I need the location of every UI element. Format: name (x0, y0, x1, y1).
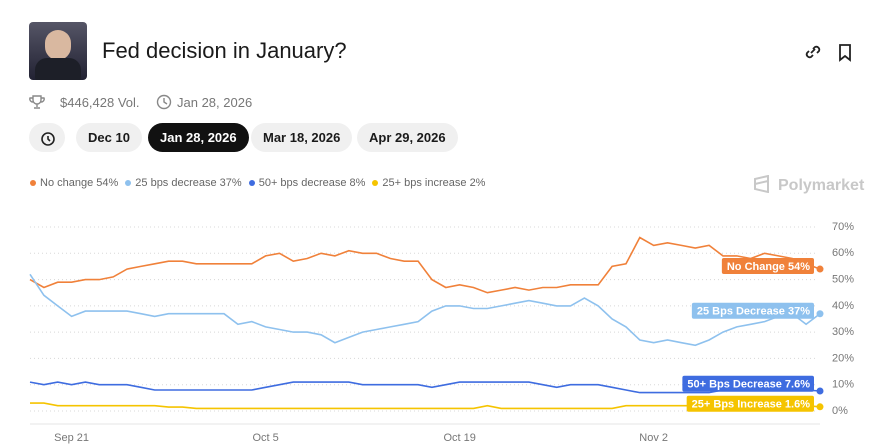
end-label-text: No Change 54% (727, 261, 810, 273)
series-line (29, 236, 821, 294)
y-tick-label: 0% (832, 405, 848, 417)
end-label-box (721, 258, 814, 275)
end-label-text: 50+ Bps Decrease 7.6% (687, 379, 810, 391)
end-dot (816, 387, 824, 395)
end-label: 50+ Bps Decrease 7.6% (682, 375, 814, 392)
date-tab[interactable]: Apr 29, 2026 (357, 123, 458, 152)
y-tick-label: 50% (832, 273, 854, 285)
end-label-text: 25 Bps Decrease 37% (697, 306, 810, 318)
end-label: 25 Bps Decrease 37% (691, 302, 814, 319)
end-label: No Change 54% (721, 258, 814, 275)
x-tick-label: Nov 2 (639, 432, 668, 444)
legend-entry: 50+ bps decrease 8% (249, 177, 366, 189)
y-tick-label: 10% (832, 379, 854, 391)
legend-entry: 25 bps decrease 37% (125, 177, 241, 189)
brand: Polymarket (752, 174, 865, 195)
volume: $446,428 Vol. (60, 95, 140, 110)
history-button[interactable] (29, 123, 65, 152)
end-dot (816, 310, 824, 318)
end-dot (816, 403, 824, 411)
end-label-box (686, 395, 814, 412)
y-tick-label: 30% (832, 326, 854, 338)
end-label-text: 25+ Bps Increase 1.6% (692, 399, 811, 411)
x-tick-label: Oct 5 (252, 432, 278, 444)
y-tick-label: 60% (832, 247, 854, 259)
bookmark-icon[interactable] (835, 42, 855, 62)
end-label-box (682, 375, 814, 392)
end-date: Jan 28, 2026 (177, 95, 253, 110)
y-tick-label: 20% (832, 352, 854, 364)
trophy-icon (29, 95, 45, 109)
x-tick-label: Oct 19 (443, 432, 475, 444)
end-label-box (691, 302, 814, 319)
date-tab[interactable]: Dec 10 (76, 123, 142, 152)
legend-entry: 25+ bps increase 2% (372, 177, 485, 189)
end-label: 25+ Bps Increase 1.6% (686, 395, 814, 412)
avatar (29, 22, 87, 80)
x-tick-label: Sep 21 (54, 432, 89, 444)
legend-entry: No change 54% (30, 177, 118, 189)
end-dot (816, 265, 824, 273)
legend: No change 54% 25 bps decrease 37% 50+ bps … (30, 177, 485, 189)
market-title: Fed decision in January? (102, 38, 347, 63)
date-tab[interactable]: Mar 18, 2026 (251, 123, 353, 152)
brand-name: Polymarket (778, 177, 865, 194)
series-line (29, 381, 821, 394)
y-tick-label: 40% (832, 300, 854, 312)
series-line (29, 273, 821, 347)
date-tab[interactable]: Jan 28, 2026 (148, 123, 249, 152)
clock-icon (156, 94, 172, 110)
y-tick-label: 70% (832, 221, 854, 233)
link-icon[interactable] (803, 42, 823, 62)
